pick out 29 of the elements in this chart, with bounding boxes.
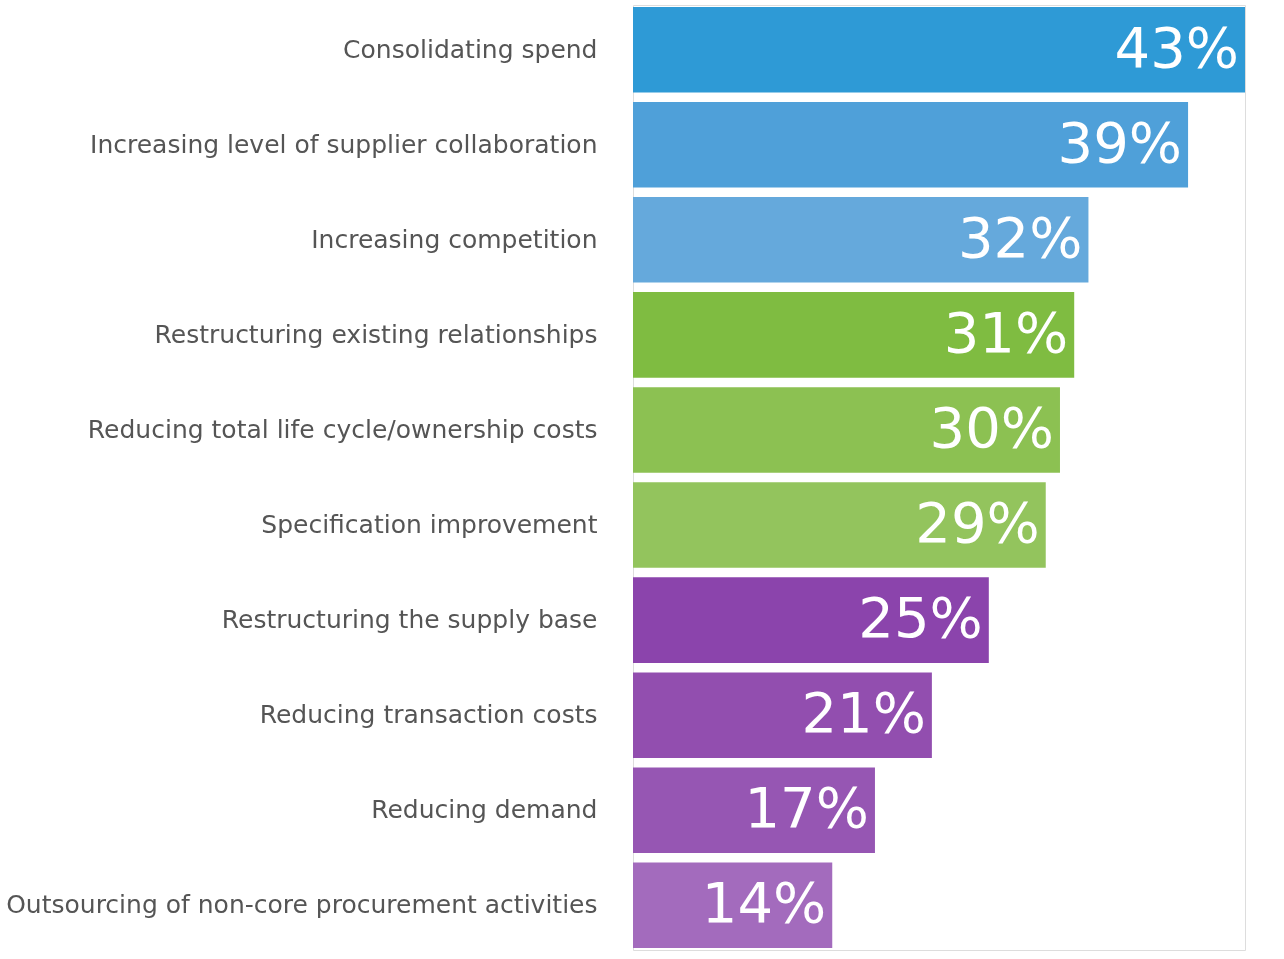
bar bbox=[633, 6, 1245, 93]
data-label: 31% bbox=[943, 299, 1069, 365]
data-label: 17% bbox=[744, 775, 869, 841]
data-label: 43% bbox=[1114, 14, 1239, 80]
y-tick-label: Specification improvement bbox=[261, 510, 598, 540]
y-tick-label: Restructuring the supply base bbox=[221, 605, 598, 635]
bar bbox=[633, 577, 989, 663]
bar bbox=[633, 292, 1075, 378]
bar bbox=[633, 767, 875, 854]
y-tick-label: Reducing transaction costs bbox=[259, 700, 598, 730]
bar bbox=[633, 197, 1089, 283]
bar bbox=[633, 482, 1046, 568]
y-tick-label: Outsourcing of non-core procurement activities bbox=[6, 890, 598, 920]
y-tick-label: Consolidating spend bbox=[343, 34, 598, 64]
data-label: 29% bbox=[915, 490, 1040, 556]
bar bbox=[633, 101, 1189, 188]
y-tick-label: Reducing total life cycle/ownership costs bbox=[87, 414, 598, 444]
data-label: 21% bbox=[801, 680, 926, 746]
data-label: 14% bbox=[701, 870, 827, 936]
y-tick-label: Increasing competition bbox=[311, 224, 598, 254]
y-tick-label: Reducing demand bbox=[371, 795, 598, 825]
data-label: 30% bbox=[929, 394, 1054, 460]
data-label: 25% bbox=[858, 585, 983, 651]
y-tick-label: Restructuring existing relationships bbox=[154, 319, 598, 349]
data-label: 39% bbox=[1057, 109, 1183, 175]
data-label: 32% bbox=[957, 204, 1083, 270]
bar bbox=[633, 387, 1060, 473]
bar bbox=[633, 672, 932, 758]
y-tick-label: Increasing level of supplier collaboration bbox=[90, 129, 598, 159]
